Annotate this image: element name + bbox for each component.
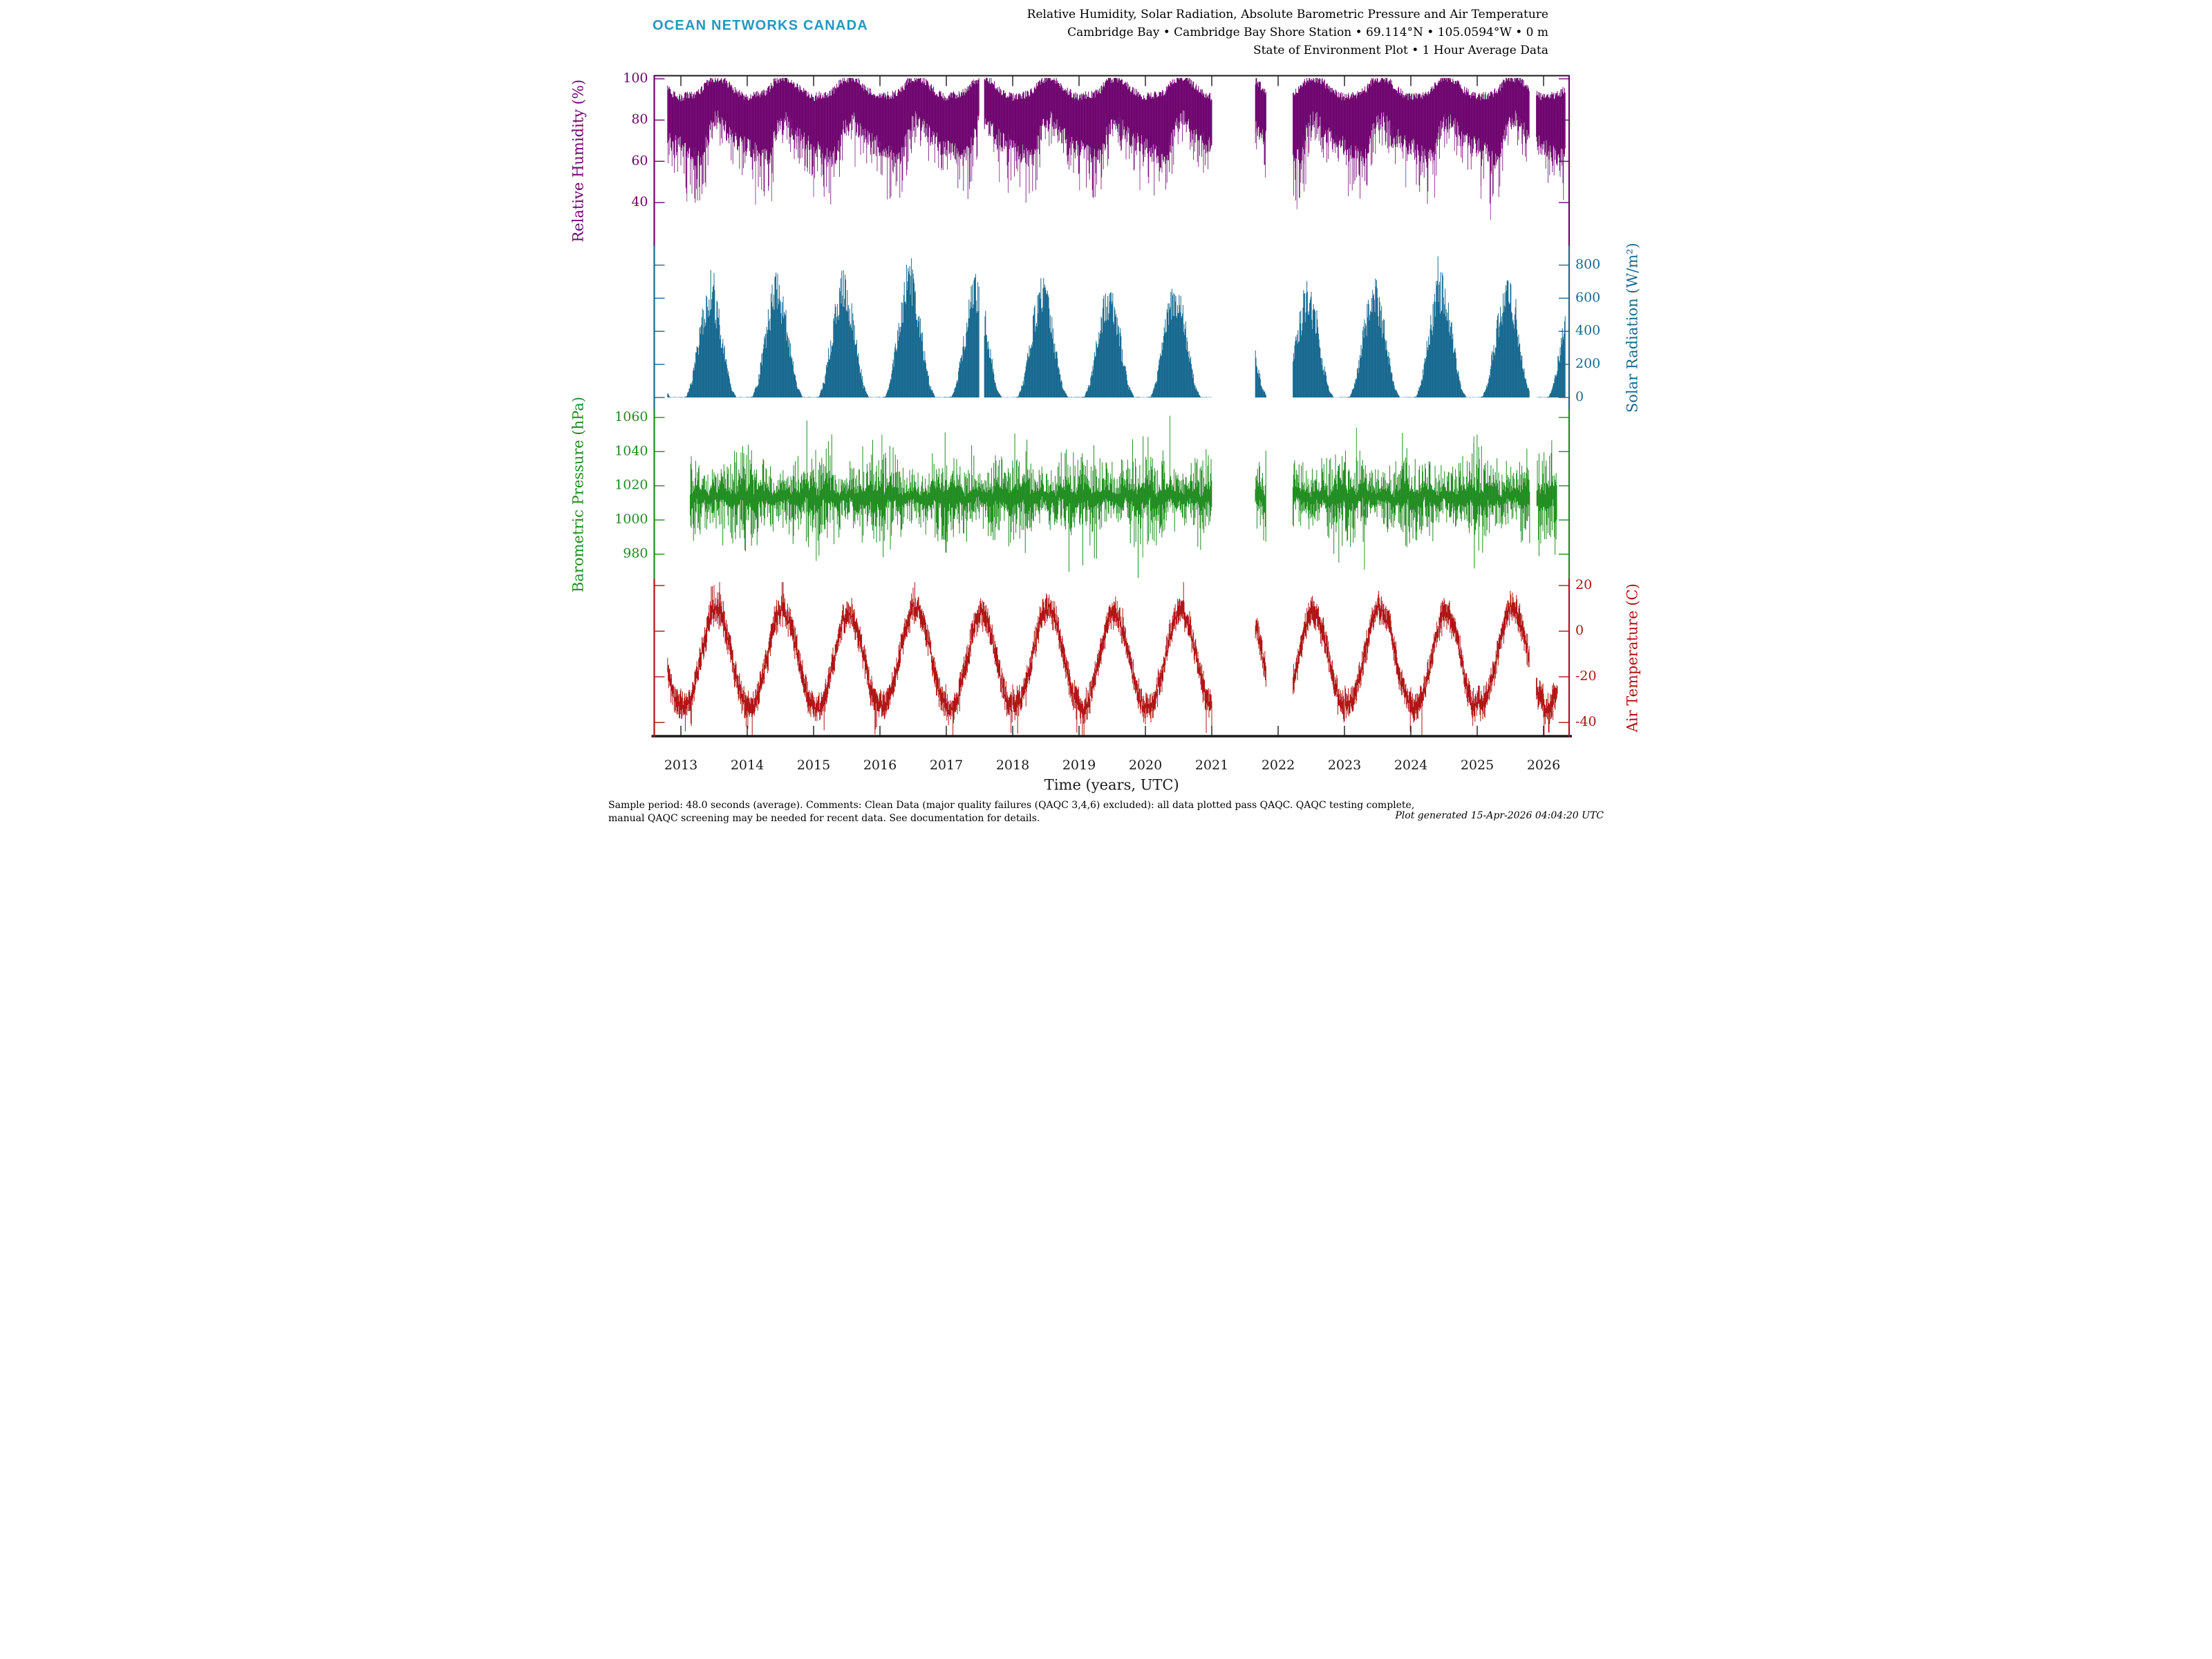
footer-note: Sample period: 48.0 seconds (average). C… bbox=[608, 799, 1414, 825]
chart-canvas bbox=[553, 0, 1659, 830]
onc-logo: OCEAN NETWORKS CANADA bbox=[653, 18, 868, 33]
footer-note-line-1: Sample period: 48.0 seconds (average). C… bbox=[608, 800, 1415, 811]
title-line-3: State of Environment Plot • 1 Hour Avera… bbox=[1253, 44, 1548, 57]
title-line-1: Relative Humidity, Solar Radiation, Abso… bbox=[1027, 8, 1548, 21]
soe-plot-page: OCEAN NETWORKS CANADA Relative Humidity,… bbox=[553, 0, 1659, 830]
plot-title: Relative Humidity, Solar Radiation, Abso… bbox=[1027, 6, 1548, 59]
plot-generated-timestamp: Plot generated 15-Apr-2026 04:04:20 UTC bbox=[1395, 810, 1604, 821]
footer-note-line-2: manual QAQC screening may be needed for … bbox=[608, 813, 1040, 824]
title-line-2: Cambridge Bay • Cambridge Bay Shore Stat… bbox=[1067, 26, 1548, 39]
